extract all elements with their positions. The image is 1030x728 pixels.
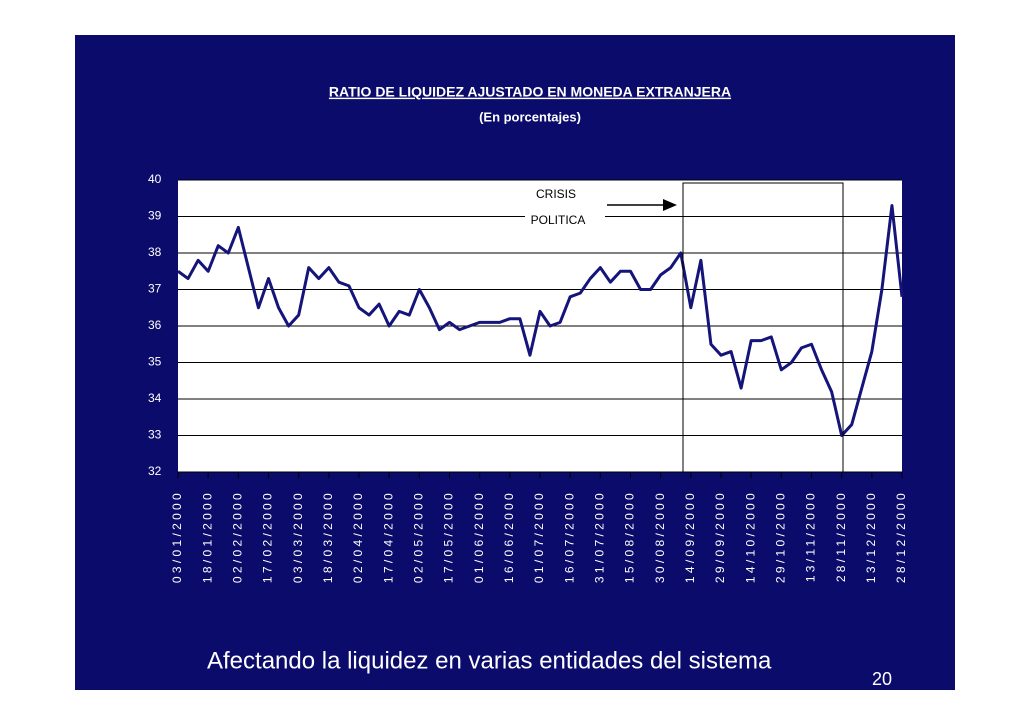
x-tick-label: 15/08/2000 bbox=[623, 490, 637, 583]
y-tick-label: 32 bbox=[148, 464, 162, 478]
x-tick-label: 28/12/2000 bbox=[894, 490, 908, 583]
annotation-box bbox=[525, 183, 605, 251]
x-tick-label: 17/05/2000 bbox=[442, 490, 456, 583]
x-tick-label: 31/07/2000 bbox=[593, 490, 607, 583]
y-tick-label: 34 bbox=[148, 391, 162, 405]
x-tick-label: 29/10/2000 bbox=[774, 490, 788, 583]
x-tick-label: 18/01/2000 bbox=[200, 490, 214, 583]
annotation: CRISIS bbox=[536, 187, 576, 201]
x-tick-label: 01/06/2000 bbox=[472, 490, 486, 583]
x-tick-label: 16/07/2000 bbox=[562, 490, 576, 583]
x-tick-label: 02/04/2000 bbox=[351, 490, 365, 583]
x-tick-label: 17/04/2000 bbox=[381, 490, 395, 583]
series-line bbox=[177, 204, 904, 437]
y-tick-label: 35 bbox=[148, 355, 162, 369]
y-tick-label: 38 bbox=[148, 245, 162, 259]
plot: 32 33 34 35 36 37 38 39 40 03/01/2000 18/01/2000 02… bbox=[148, 172, 908, 583]
x-tick-label: 17/02/2000 bbox=[261, 490, 275, 583]
x-tick-label: 01/07/2000 bbox=[532, 490, 546, 583]
x-tick-label: 02/05/2000 bbox=[412, 490, 426, 583]
x-tick-label: 29/09/2000 bbox=[713, 490, 727, 583]
y-tick-label: 37 bbox=[148, 282, 162, 296]
y-tick-label: 33 bbox=[148, 428, 162, 442]
chart-subtitle: (En porcentajes) bbox=[479, 109, 581, 124]
x-tick-label: 02/02/2000 bbox=[231, 490, 245, 583]
crisis-period-box bbox=[682, 182, 844, 473]
page-number: 20 bbox=[872, 669, 892, 689]
x-tick-label: 14/09/2000 bbox=[683, 490, 697, 583]
arrow-head bbox=[663, 199, 677, 211]
y-tick-label: 39 bbox=[148, 209, 162, 223]
x-tick-label: 14/10/2000 bbox=[743, 490, 757, 583]
x-tick-label: 30/08/2000 bbox=[653, 490, 667, 583]
x-tick-label: 13/11/2000 bbox=[804, 490, 818, 582]
annotation: POLITICA bbox=[531, 213, 586, 227]
x-tick-label: 16/06/2000 bbox=[502, 490, 516, 583]
y-tick-label: 40 bbox=[148, 172, 162, 186]
x-tick-label: 13/12/2000 bbox=[864, 490, 878, 583]
chart-title: RATIO DE LIQUIDEZ AJUSTADO EN MONEDA EXT… bbox=[329, 84, 731, 100]
x-tick-label: 03/01/2000 bbox=[170, 490, 184, 583]
x-tick-label: 18/03/2000 bbox=[321, 490, 335, 583]
x-tick-label: 28/11/2000 bbox=[834, 490, 848, 582]
footer-text: Afectando la liquidez en varias entidade… bbox=[207, 647, 772, 674]
y-tick-label: 36 bbox=[148, 318, 162, 332]
x-tick-label: 03/03/2000 bbox=[291, 490, 305, 583]
